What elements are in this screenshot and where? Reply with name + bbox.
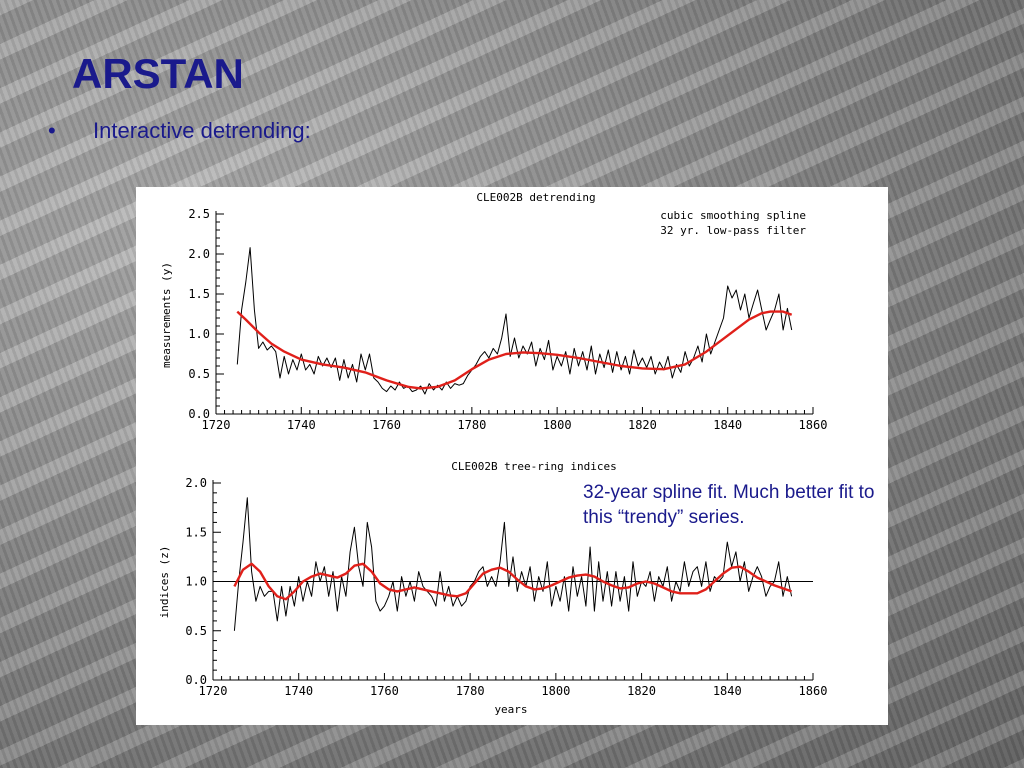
chart-top-y-tick-label: 2.5 <box>188 207 210 221</box>
chart-top-legend-line-1: cubic smoothing spline <box>660 209 806 222</box>
chart-bottom-x-tick-label: 1860 <box>799 684 828 698</box>
chart-bottom-x-tick-label: 1760 <box>370 684 399 698</box>
chart-top: CLE002B detrending cubic smoothing splin… <box>160 191 827 432</box>
chart-bottom-marks <box>233 497 793 631</box>
chart-bottom-y-tick-label: 0.0 <box>185 673 207 687</box>
chart-bottom-y-tick-label: 0.5 <box>185 624 207 638</box>
chart-bottom-x-tick-label: 1780 <box>456 684 485 698</box>
chart-top-y-tick-label: 2.0 <box>188 247 210 261</box>
chart-top-y-tick-label: 1.5 <box>188 287 210 301</box>
chart-bottom-x-tick-label: 1820 <box>627 684 656 698</box>
chart-bottom-x-tick-label: 1740 <box>284 684 313 698</box>
chart-top-x-tick-label: 1720 <box>202 418 231 432</box>
chart-bottom-x-tick-label: 1720 <box>199 684 228 698</box>
annotation-note: 32-year spline fit. Much better fit to t… <box>583 482 875 528</box>
chart-top-x-tick-label: 1760 <box>372 418 401 432</box>
slide-title: ARSTAN <box>72 50 244 97</box>
chart-bottom-title: CLE002B tree-ring indices <box>451 460 617 473</box>
chart-top-x-tick-label: 1840 <box>713 418 742 432</box>
chart-bottom-ylabel: indices (z) <box>158 546 171 619</box>
chart-bottom-y-tick-label: 2.0 <box>185 476 207 490</box>
chart-bottom-raw-series-line <box>233 497 793 631</box>
chart-top-x-tick-label: 1820 <box>628 418 657 432</box>
bullet-text: Interactive detrending: <box>93 118 311 143</box>
chart-top-axes: 1720 1740 1760 1780 1800 1820 1840 1860 0.0 0.5 1.… <box>188 207 827 432</box>
figure-svg: CLE002B detrending cubic smoothing splin… <box>158 191 827 716</box>
chart-top-x-tick-label: 1780 <box>457 418 486 432</box>
chart-bottom-y-tick-label: 1.5 <box>185 525 207 539</box>
bullet-marker: • <box>48 118 56 143</box>
chart-top-x-tick-label: 1860 <box>799 418 828 432</box>
chart-top-y-tick-label: 1.0 <box>188 327 210 341</box>
chart-top-x-tick-label: 1800 <box>543 418 572 432</box>
chart-top-raw-series-line <box>236 247 793 395</box>
chart-top-smoothed-series-line <box>236 310 793 390</box>
chart-bottom-smoothed-series-line <box>233 562 792 601</box>
chart-bottom-axes: 1720 1740 1760 1780 1800 1820 1840 1860 0.0 0.5 1.… <box>185 476 827 698</box>
chart-top-x-tick-label: 1740 <box>287 418 316 432</box>
chart-bottom-x-tick-label: 1800 <box>541 684 570 698</box>
chart-bottom-x-tick-label: 1840 <box>713 684 742 698</box>
chart-top-legend-line-2: 32 yr. low-pass filter <box>660 224 806 237</box>
chart-bottom: CLE002B tree-ring indices indices (z) ye… <box>158 460 827 716</box>
figure-panel: CLE002B detrending cubic smoothing splin… <box>136 187 888 725</box>
chart-bottom-xlabel: years <box>494 703 527 716</box>
chart-top-y-tick-label: 0.5 <box>188 367 210 381</box>
chart-top-title: CLE002B detrending <box>476 191 595 204</box>
chart-bottom-y-tick-label: 1.0 <box>185 575 207 589</box>
chart-top-ylabel: measurements (y) <box>160 262 173 368</box>
chart-top-marks <box>236 247 793 395</box>
chart-top-y-tick-label: 0.0 <box>188 407 210 421</box>
